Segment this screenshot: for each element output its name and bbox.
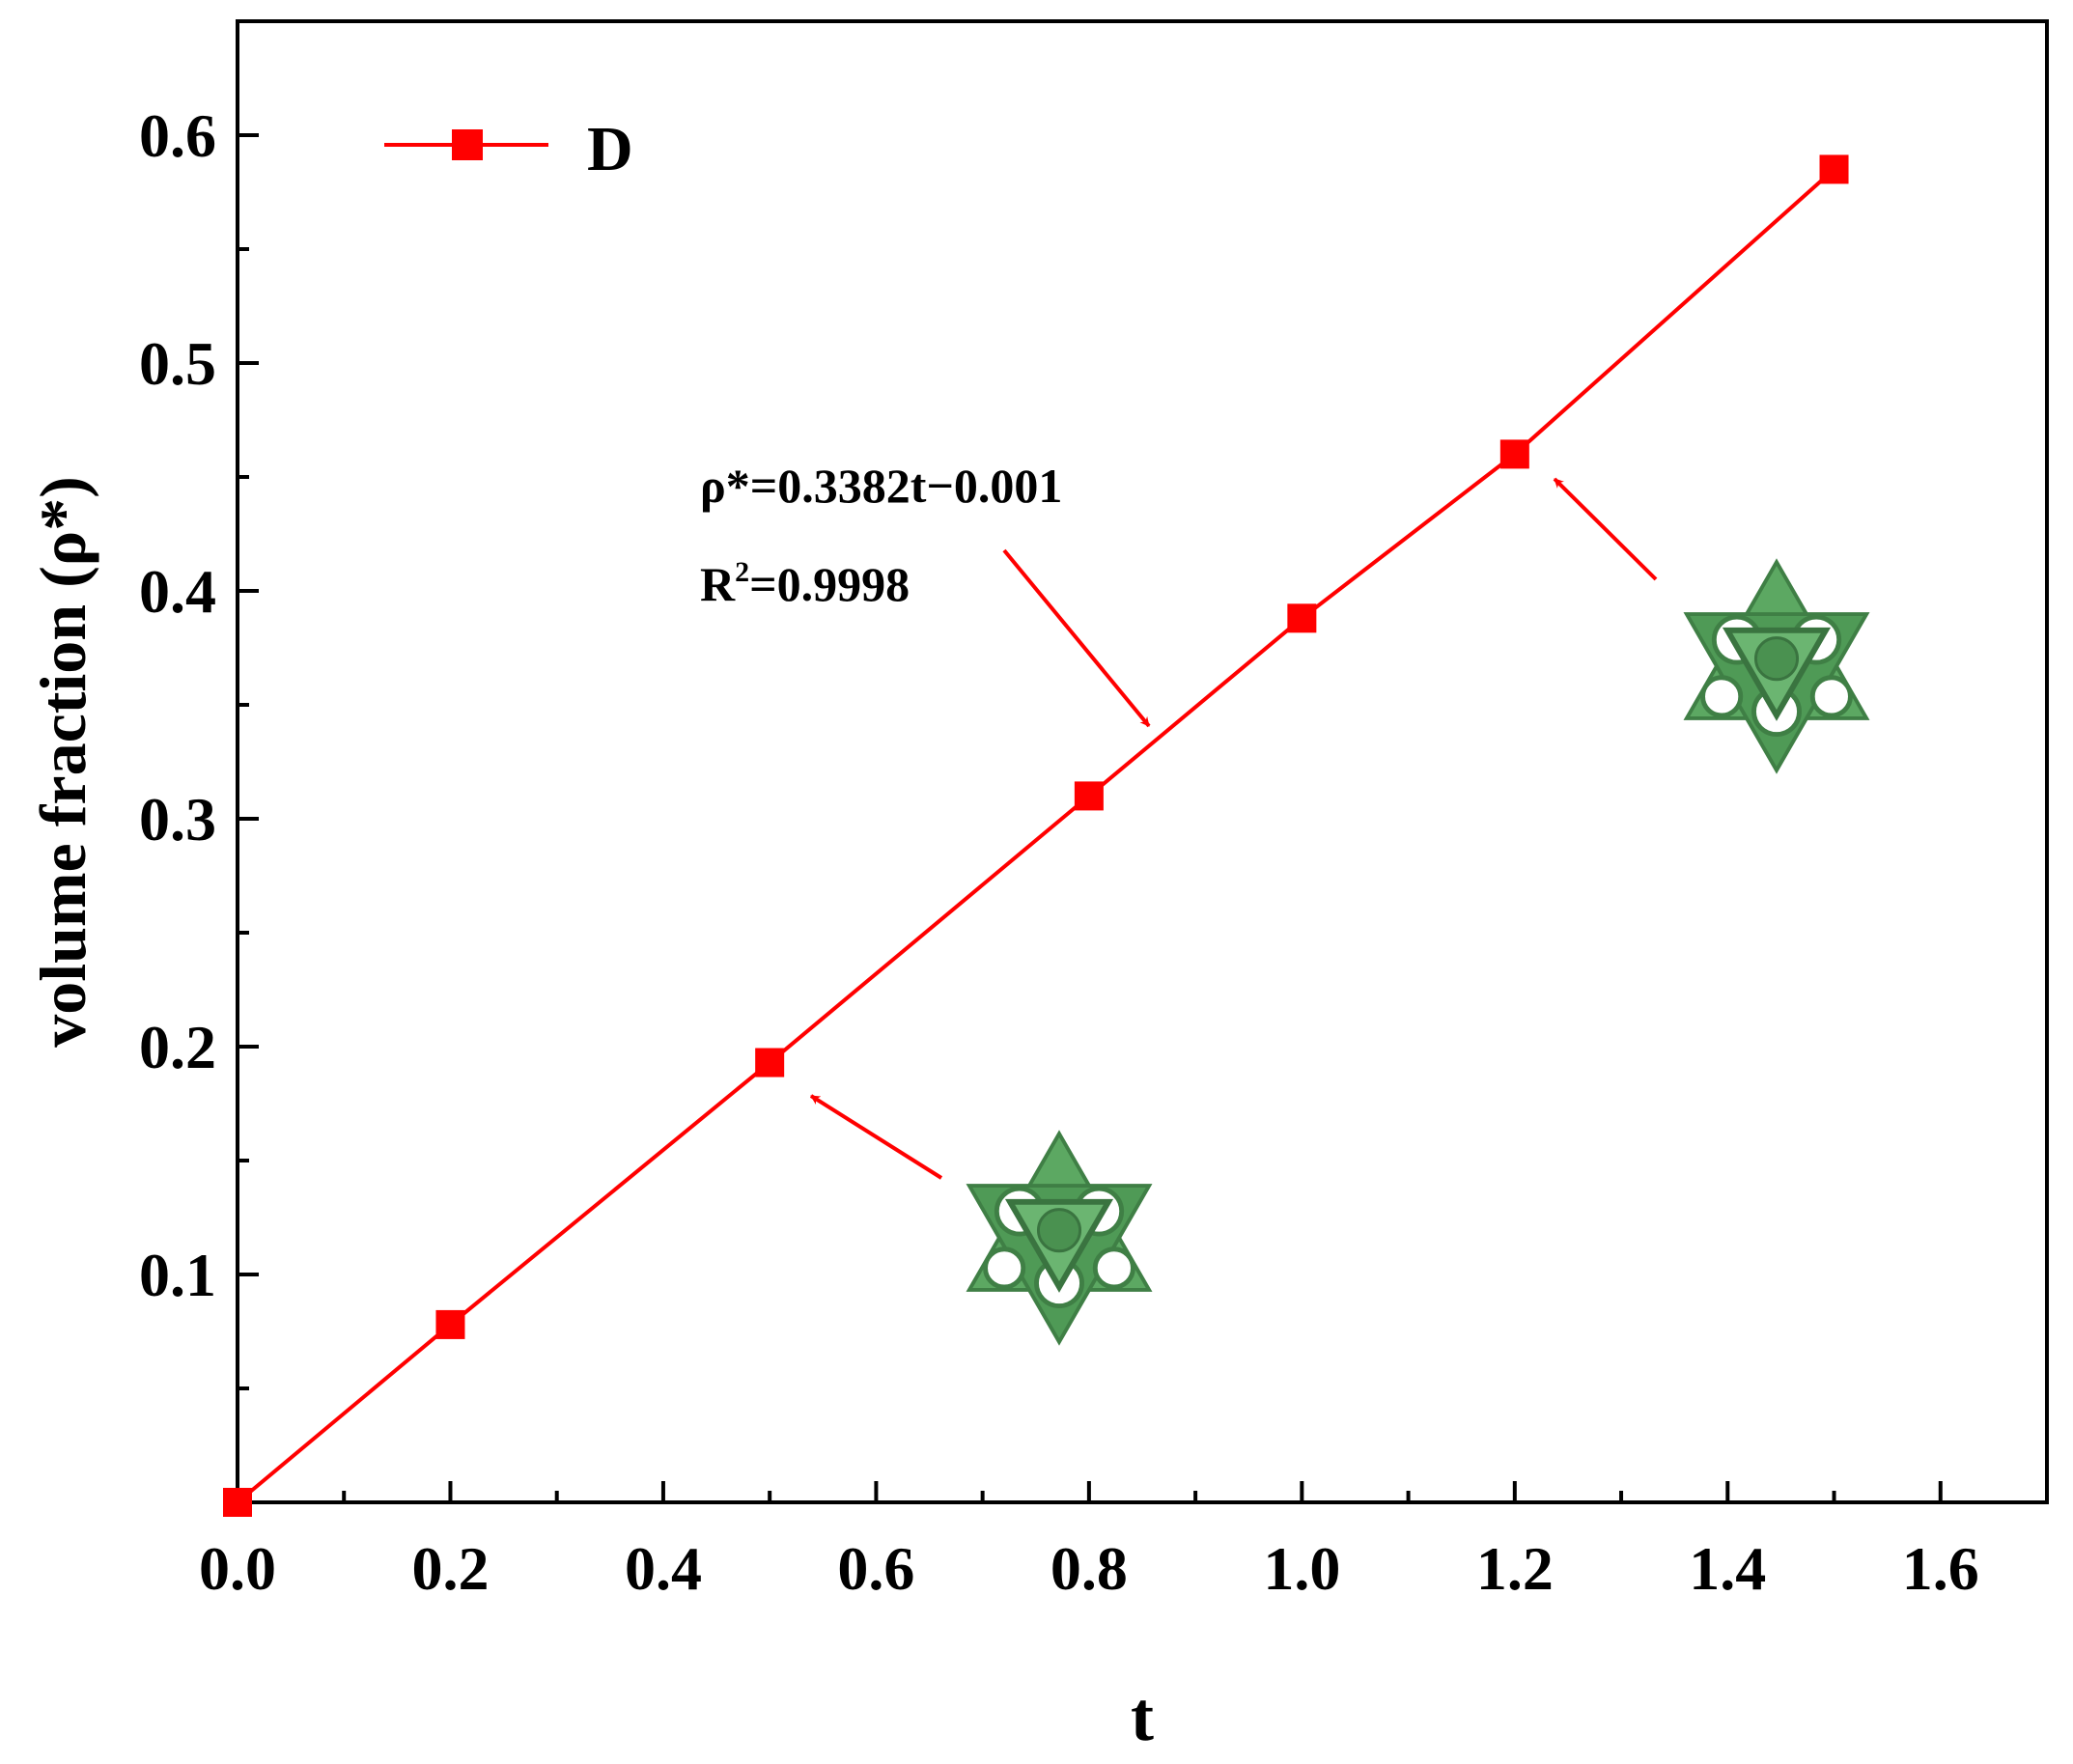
y-tick-label: 0.5 [139,329,216,398]
y-tick-label: 0.2 [139,1013,216,1081]
fit-r-squared: R2=0.9998 [700,556,910,611]
data-point-marker [435,1309,465,1339]
x-tick-label: 0.6 [837,1534,914,1603]
equation-arrow [1002,548,1151,728]
legend-label: D [587,114,633,184]
data-point-marker [1819,154,1849,184]
legend-marker [452,129,483,160]
x-tick-label: 0.2 [411,1534,489,1603]
fit-r-squared-r2-prefix: R [700,557,736,611]
inset-arrow-high [1553,477,1658,581]
x-tick-label: 1.2 [1476,1534,1554,1603]
data-point-marker [755,1048,785,1078]
x-tick-label: 1.0 [1263,1534,1340,1603]
y-tick-label: 0.3 [139,785,216,854]
y-tick-label: 0.4 [139,557,216,626]
lattice-unit-cell-icon [1687,562,1866,770]
plot-frame [236,19,2049,1504]
y-tick-label: 0.6 [139,101,216,170]
x-tick-label: 0.0 [199,1534,276,1603]
y-axis-label: volume fraction (ρ*) [26,476,99,1048]
lattice-unit-cell-icon [969,1134,1149,1342]
inset-arrow-low [809,1094,943,1180]
x-tick-label: 1.6 [1902,1534,1979,1603]
x-axis-label: t [1131,1678,1154,1755]
x-tick-label: 0.4 [625,1534,702,1603]
x-tick-label: 0.8 [1051,1534,1128,1603]
data-point-marker [1499,439,1529,469]
data-point-marker [1287,603,1317,633]
x-tick-label: 1.4 [1689,1534,1766,1603]
fit-r-squared-r2-value: =0.9998 [749,557,910,611]
y-tick-label: 0.1 [139,1241,216,1309]
data-point-marker [223,1488,252,1517]
fit-equation: ρ*=0.3382t−0.001 [700,459,1062,513]
data-point-marker [1074,781,1104,811]
fit-r-squared-r2-sup: 2 [735,556,749,588]
